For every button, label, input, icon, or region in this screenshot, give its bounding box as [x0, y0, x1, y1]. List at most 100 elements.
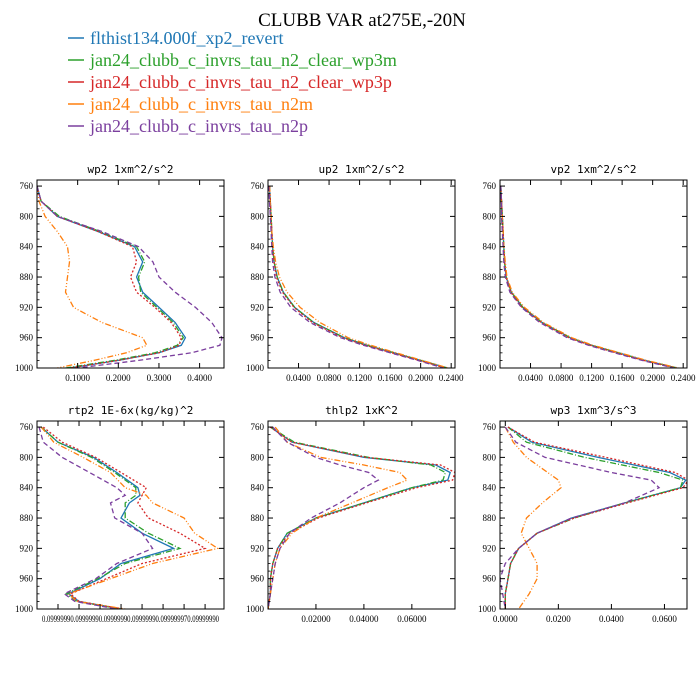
y-tick-label: 800	[20, 452, 34, 462]
panel-4: rtp2 1E-6x(kg/kg)^2 760 800 840 880 920 960 100…	[15, 404, 225, 624]
y-tick-label: 960	[251, 333, 265, 343]
y-tick-label: 920	[483, 302, 497, 312]
x-tick-label: 0.1600	[378, 373, 403, 383]
series-group	[268, 426, 455, 609]
series-line-2	[37, 185, 185, 368]
x-tick-label: 0.0600	[652, 614, 677, 624]
x-tick-label: 0.1600	[610, 373, 635, 383]
y-tick-label: 760	[251, 181, 265, 191]
series-line-3	[42, 426, 207, 609]
y-tick-label: 840	[251, 483, 265, 493]
y-tick-label: 920	[20, 543, 34, 553]
y-tick-label: 840	[251, 242, 265, 252]
series-line-1	[500, 186, 678, 368]
y-tick-label: 760	[251, 422, 265, 432]
legend-label: jan24_clubb_c_invrs_tau_n2_clear_wp3p	[89, 72, 392, 92]
series-line-3	[268, 186, 446, 368]
y-tick-label: 1000	[246, 363, 265, 373]
x-tick-label: 0.2000	[408, 373, 433, 383]
x-tick-label: 0.0800	[549, 373, 574, 383]
legend-label: jan24_clubb_c_invrs_tau_n2p	[89, 116, 308, 136]
legend: flthist134.000f_xp2_revertjan24_clubb_c_…	[68, 28, 397, 136]
y-tick-label: 760	[483, 422, 497, 432]
legend-label: flthist134.000f_xp2_revert	[90, 28, 283, 48]
y-tick-label: 1000	[15, 604, 34, 614]
series-line-5	[268, 186, 444, 368]
y-tick-label: 880	[20, 272, 34, 282]
panels: wp2 1xm^2/s^2 760 800 840 880 920 960 1000 0.100…	[15, 163, 696, 624]
series-line-1	[268, 426, 451, 609]
y-tick-label: 840	[483, 483, 497, 493]
x-tick-label: 0.1200	[347, 373, 372, 383]
series-line-4	[40, 426, 220, 609]
y-tick-label: 800	[483, 211, 497, 221]
series-line-3	[500, 186, 676, 368]
series-group	[500, 186, 679, 368]
y-tick-label: 880	[251, 272, 265, 282]
y-tick-label: 1000	[478, 363, 497, 373]
y-tick-label: 840	[20, 242, 34, 252]
panel-3: vp2 1xm^2/s^2 760 800 840 880 920 960 1000 0.040…	[478, 163, 696, 383]
y-tick-label: 880	[20, 513, 34, 523]
panel-title: thlp2 1xK^2	[325, 404, 398, 417]
x-tick-label: 0.0000	[493, 614, 518, 624]
y-tick-label: 920	[251, 543, 265, 553]
y-tick-label: 920	[483, 543, 497, 553]
panel-title: vp2 1xm^2/s^2	[550, 163, 636, 176]
panel-2: up2 1xm^2/s^2 760 800 840 880 920 960 1000 0.040…	[246, 163, 464, 383]
x-tick-labels: 0.09999990.09999990.09999990.09999990.09…	[42, 614, 219, 624]
panel-frame	[267, 179, 456, 369]
series-line-3	[268, 426, 455, 609]
y-tick-label: 760	[483, 181, 497, 191]
legend-label: jan24_clubb_c_invrs_tau_n2m	[89, 94, 313, 114]
x-tick-label: 0.2400	[671, 373, 696, 383]
series-line-5	[38, 426, 154, 609]
panel-frame	[267, 420, 456, 610]
y-tick-label: 880	[483, 513, 497, 523]
panel-title: wp2 1xm^2/s^2	[87, 163, 173, 176]
y-tick-label: 960	[483, 574, 497, 584]
series-group	[500, 426, 687, 609]
legend-entry: jan24_clubb_c_invrs_tau_n2m	[68, 94, 313, 114]
y-tick-label: 840	[483, 242, 497, 252]
series-line-5	[500, 426, 661, 609]
panel-frame	[499, 420, 688, 610]
series-line-2	[40, 426, 182, 609]
series-line-4	[504, 426, 562, 609]
y-tick-label: 800	[251, 211, 265, 221]
y-tick-label: 880	[251, 513, 265, 523]
y-tick-label: 800	[20, 211, 34, 221]
series-line-5	[500, 186, 675, 368]
x-tick-label: 0.04000	[349, 614, 379, 624]
panel-frame	[36, 179, 225, 369]
series-group	[37, 185, 223, 368]
x-tick-label: 0.1200	[579, 373, 604, 383]
series-group	[38, 426, 220, 609]
y-tick-label: 920	[20, 302, 34, 312]
series-line-5	[37, 185, 223, 368]
legend-entry: flthist134.000f_xp2_revert	[68, 28, 283, 48]
panel-1: wp2 1xm^2/s^2 760 800 840 880 920 960 1000 0.100…	[15, 163, 225, 383]
x-tick-label: 0.2000	[106, 373, 131, 383]
y-tick-label: 760	[20, 422, 34, 432]
y-tick-label: 960	[20, 574, 34, 584]
x-tick-label: 0.2400	[439, 373, 464, 383]
panel-frame	[499, 179, 688, 369]
series-line-3	[504, 426, 687, 609]
x-tick-label: 0.4000	[187, 373, 212, 383]
y-tick-label: 880	[483, 272, 497, 282]
series-line-4	[500, 186, 679, 368]
x-tick-label: 0.2000	[640, 373, 665, 383]
y-tick-label: 800	[251, 452, 265, 462]
panel-6: wp3 1xm^3/s^3 760 800 840 880 920 960 10000.000…	[478, 404, 688, 624]
y-tick-label: 800	[483, 452, 497, 462]
series-line-4	[37, 186, 148, 368]
y-tick-label: 760	[20, 181, 34, 191]
series-group	[268, 186, 449, 368]
panel-5: thlp2 1xK^2 760 800 840 880 920 960 1000 0.02000…	[246, 404, 456, 624]
y-tick-label: 960	[251, 574, 265, 584]
x-tick-label: 0.02000	[301, 614, 331, 624]
legend-entry: jan24_clubb_c_invrs_tau_n2_clear_wp3m	[68, 50, 397, 70]
